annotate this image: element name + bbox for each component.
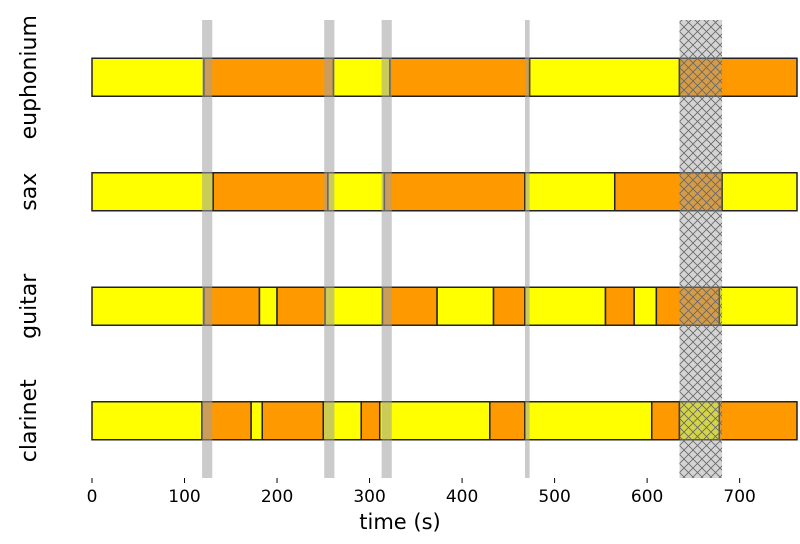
span	[381, 20, 392, 478]
segment	[378, 401, 491, 441]
segment	[212, 172, 329, 212]
segment	[524, 401, 653, 441]
segment	[489, 401, 526, 441]
x-tick-label: 500	[538, 487, 570, 507]
segment	[436, 286, 495, 326]
segment	[332, 57, 391, 97]
segment	[360, 401, 381, 441]
segment	[389, 57, 531, 97]
segment	[524, 286, 607, 326]
segment	[718, 401, 798, 441]
segment	[718, 286, 798, 326]
segment	[721, 172, 798, 212]
x-tick-label: 100	[168, 487, 200, 507]
segment	[650, 401, 681, 441]
segment	[276, 286, 326, 326]
segment	[91, 286, 205, 326]
segment	[250, 401, 263, 441]
segment	[633, 286, 658, 326]
segment	[91, 57, 205, 97]
segment	[91, 172, 214, 212]
segment	[258, 286, 278, 326]
hatched-span-pattern	[679, 20, 723, 478]
row-label: guitar	[17, 273, 42, 339]
segment	[327, 172, 386, 212]
x-tick-label: 400	[446, 487, 478, 507]
x-tick-label: 200	[261, 487, 293, 507]
x-tick-label: 0	[87, 487, 98, 507]
x-axis-label: time (s)	[359, 510, 440, 534]
row-label: sax	[17, 173, 42, 211]
segment	[528, 57, 681, 97]
x-tick-label: 600	[631, 487, 663, 507]
span	[524, 20, 530, 478]
segment	[604, 286, 635, 326]
segment	[524, 172, 616, 212]
segment	[383, 172, 526, 212]
span	[324, 20, 335, 478]
segment	[203, 57, 335, 97]
x-tick-label: 300	[353, 487, 385, 507]
x-tick-label: 700	[723, 487, 755, 507]
segment	[492, 286, 526, 326]
segment	[91, 401, 203, 441]
row-label: euphonium	[17, 15, 42, 139]
row-label: clarinet	[17, 379, 42, 462]
span	[202, 20, 213, 478]
segment	[261, 401, 325, 441]
